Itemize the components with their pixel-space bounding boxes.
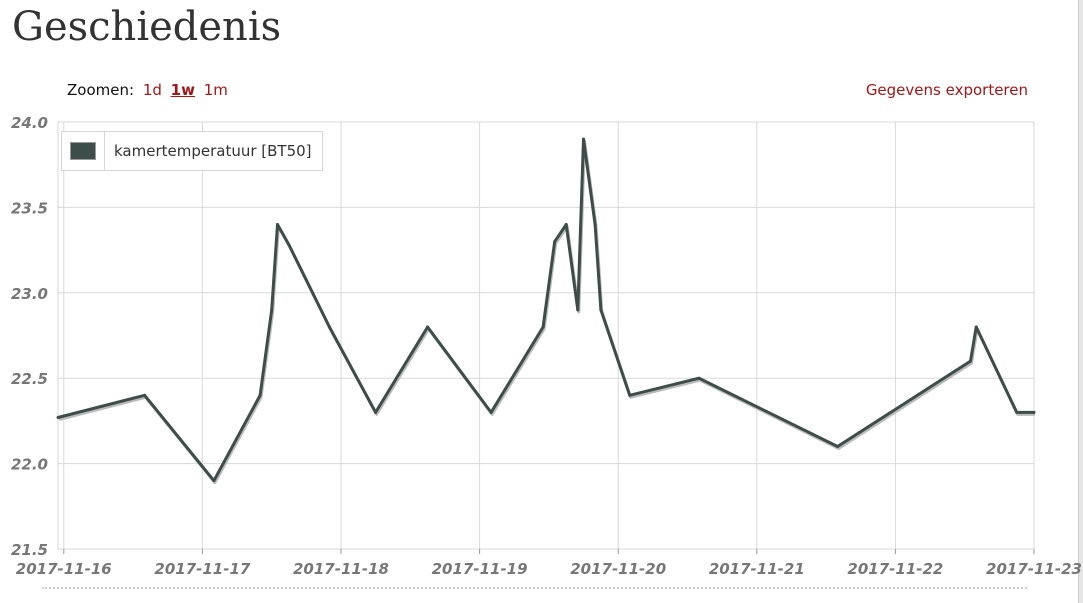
- data-point: [258, 393, 262, 397]
- data-point: [968, 359, 972, 363]
- data-point: [582, 137, 586, 141]
- data-point: [697, 376, 701, 380]
- data-point: [270, 308, 274, 312]
- data-point: [628, 393, 632, 397]
- legend-label: kamertemperatuur [BT50]: [114, 142, 312, 160]
- zoom-1m-link[interactable]: 1m: [203, 81, 228, 99]
- zoom-label: Zoomen:: [67, 81, 135, 99]
- export-data-link[interactable]: Gegevens exporteren: [865, 81, 1028, 99]
- page-title: Geschiedenis: [12, 4, 282, 50]
- scrollbar-edge[interactable]: [1078, 0, 1083, 603]
- series-line-kamertemperatuur: [57, 137, 1034, 483]
- data-point: [275, 222, 279, 226]
- x-tick-label: 2017-11-16: [16, 560, 112, 578]
- y-tick-label: 24.0: [11, 114, 48, 132]
- data-point: [212, 479, 216, 483]
- y-tick-label: 22.0: [11, 456, 48, 474]
- x-tick-label: 2017-11-21: [709, 560, 805, 578]
- y-tick-label: 21.5: [11, 541, 48, 559]
- y-tick-label: 23.5: [11, 199, 48, 217]
- plot-frame: [57, 121, 1035, 550]
- x-tick-label: 2017-11-22: [847, 560, 943, 578]
- legend-swatch-box[interactable]: [62, 132, 105, 170]
- x-tick-label: 2017-11-20: [570, 560, 666, 578]
- y-tick-label: 22.5: [11, 370, 48, 388]
- data-point: [489, 410, 493, 414]
- data-point: [974, 325, 978, 329]
- data-point: [1015, 410, 1019, 414]
- x-tick-label: 2017-11-19: [432, 560, 528, 578]
- chart-legend[interactable]: kamertemperatuur [BT50]: [61, 131, 323, 171]
- data-point: [836, 445, 840, 449]
- data-point: [564, 222, 568, 226]
- x-tick-label: 2017-11-23: [986, 560, 1082, 578]
- series-line-shadow: [58, 139, 1035, 485]
- data-point: [287, 243, 291, 247]
- data-point: [553, 240, 557, 244]
- data-point: [1032, 410, 1036, 414]
- data-point: [143, 393, 147, 397]
- legend-swatch: [70, 142, 96, 160]
- data-point: [426, 325, 430, 329]
- zoom-bar: Zoomen: 1d 1w 1m: [67, 81, 228, 99]
- x-tick-label: 2017-11-18: [293, 560, 389, 578]
- data-point: [327, 325, 331, 329]
- zoom-1w-link[interactable]: 1w: [170, 81, 195, 99]
- y-tick-label: 23.0: [11, 285, 48, 303]
- data-point: [541, 325, 545, 329]
- zoom-1d-link[interactable]: 1d: [142, 81, 162, 99]
- data-point: [576, 308, 580, 312]
- data-point: [56, 415, 60, 419]
- data-point: [599, 308, 603, 312]
- x-tick-label: 2017-11-17: [154, 560, 251, 578]
- data-point: [593, 222, 597, 226]
- data-point: [374, 410, 378, 414]
- bottom-divider: [42, 587, 1027, 589]
